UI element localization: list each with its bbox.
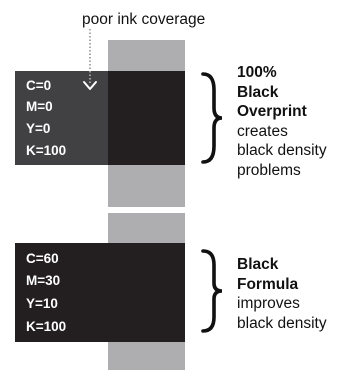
- top-heading-line-3: Overprint: [237, 103, 307, 120]
- bottom-body-line-2: black density: [237, 314, 327, 332]
- bottom-heading-line-2: Formula: [237, 275, 299, 293]
- top-body-line-2: black density: [237, 142, 327, 159]
- bottom-black-swatch: [15, 243, 185, 342]
- black-value: K=100: [26, 143, 67, 158]
- arrow-down-icon: [83, 81, 97, 90]
- bottom-heading-line-1: Black: [237, 256, 279, 273]
- magenta-value: M=30: [26, 273, 61, 288]
- bottom-callout-text: Black Formula improves black density: [237, 255, 349, 333]
- top-cmyk-values: C=0 M=0 Y=0 K=100: [26, 78, 106, 164]
- top-bracket-icon: [201, 72, 223, 164]
- poor-ink-coverage-label: poor ink coverage: [82, 11, 206, 28]
- top-heading-line-2: Black: [237, 83, 279, 101]
- top-body-line-3: problems: [237, 161, 301, 179]
- bottom-body-line-1: improves: [237, 295, 300, 312]
- cyan-value: C=60: [26, 251, 59, 266]
- magenta-value: M=0: [26, 99, 53, 114]
- top-heading-line-1: 100%: [237, 64, 277, 81]
- yellow-value: Y=0: [26, 121, 51, 136]
- black-value: K=100: [26, 319, 67, 334]
- cyan-value: C=0: [26, 78, 52, 93]
- yellow-value: Y=10: [26, 296, 58, 311]
- top-black-swatch: [108, 71, 185, 165]
- bottom-bracket-icon: [201, 249, 223, 333]
- top-callout-text: 100% Black Overprint creates black densi…: [237, 63, 349, 180]
- top-body-line-1: creates: [237, 122, 288, 140]
- bottom-cmyk-values: C=60 M=30 Y=10 K=100: [26, 251, 106, 341]
